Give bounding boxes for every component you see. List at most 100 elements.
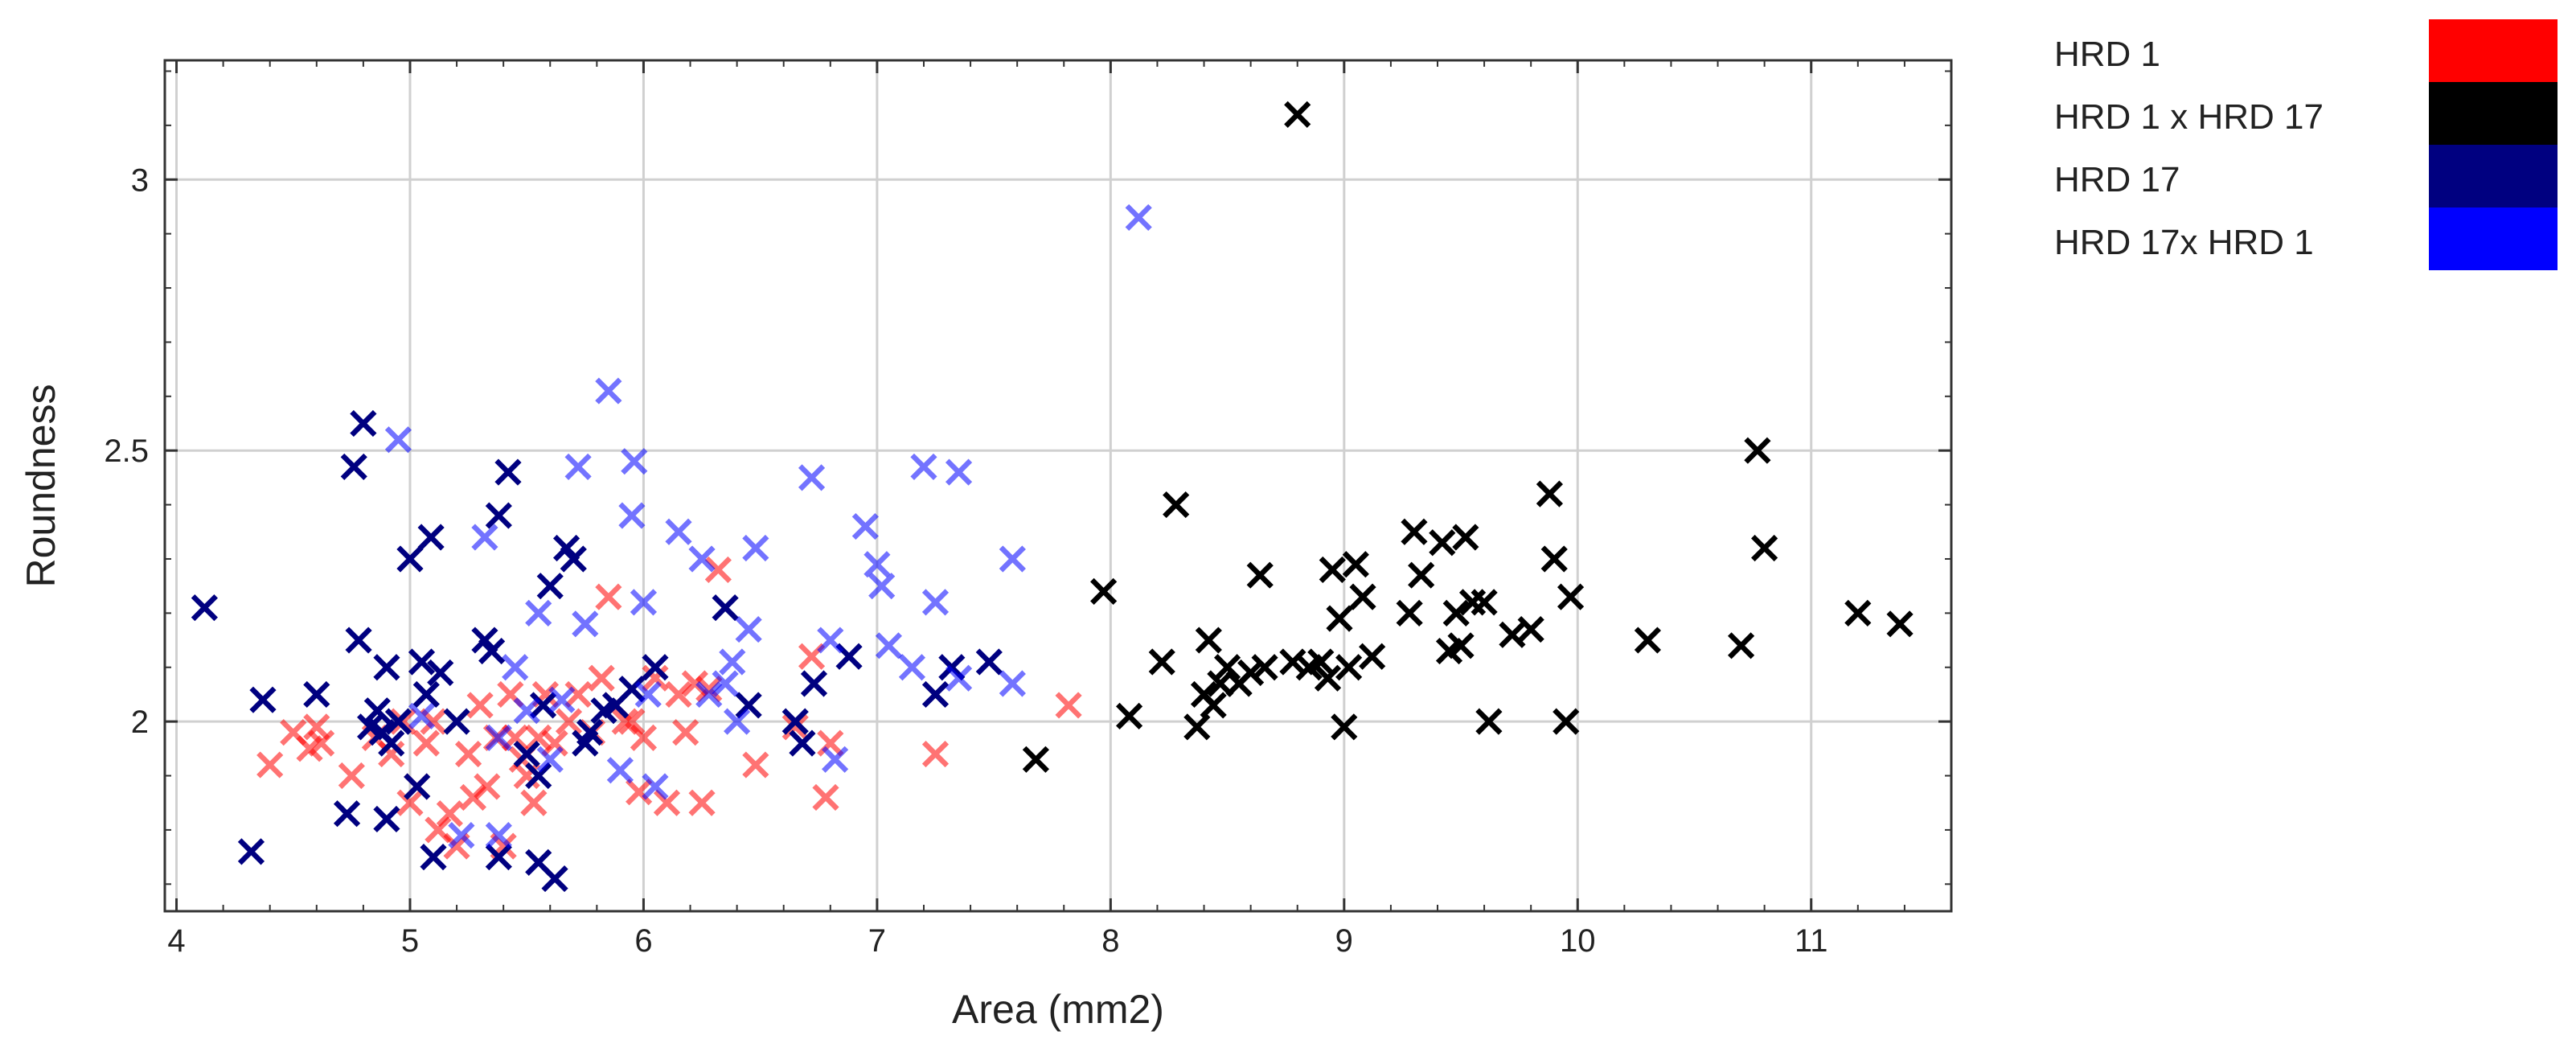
data-point — [1213, 654, 1241, 681]
data-point — [389, 708, 416, 735]
data-point — [634, 680, 662, 709]
data-point — [466, 692, 494, 719]
data-point — [1335, 654, 1363, 681]
data-point — [417, 524, 445, 551]
data-point — [1886, 610, 1914, 638]
data-point — [945, 664, 973, 692]
data-point — [1517, 615, 1544, 643]
data-point — [665, 680, 692, 709]
data-point — [485, 844, 512, 871]
data-point — [800, 670, 828, 697]
y-tick-label: 2 — [131, 705, 149, 740]
legend-swatch — [2429, 82, 2558, 145]
data-point — [564, 453, 592, 481]
data-point — [1295, 654, 1323, 681]
data-point — [303, 680, 330, 709]
data-point — [1125, 203, 1152, 232]
data-point — [1251, 654, 1278, 681]
data-point — [999, 670, 1026, 697]
data-point — [1246, 561, 1274, 589]
data-point — [1744, 437, 1771, 464]
data-points — [191, 101, 1914, 893]
data-point — [404, 773, 431, 800]
data-point — [1401, 518, 1428, 545]
series-2 — [1022, 101, 1914, 773]
data-point — [1499, 621, 1526, 648]
data-point — [1452, 524, 1479, 551]
data-point — [712, 670, 739, 697]
data-point — [485, 502, 512, 529]
x-axis-title: Area (mm2) — [952, 987, 1164, 1032]
legend-label: HRD 17 — [2054, 160, 2180, 199]
data-point — [420, 708, 447, 735]
data-point — [576, 719, 604, 746]
data-point — [642, 773, 669, 800]
data-point — [396, 789, 424, 816]
data-point — [454, 740, 482, 768]
data-point — [412, 729, 440, 757]
data-point — [384, 708, 412, 735]
data-point — [560, 545, 587, 573]
data-point — [1447, 632, 1475, 659]
series-3 — [191, 409, 1003, 893]
data-point — [695, 680, 723, 709]
x-tick-label: 8 — [1101, 923, 1119, 959]
y-tick-label: 2.5 — [104, 433, 149, 469]
data-point — [471, 524, 498, 551]
data-point — [875, 632, 903, 659]
data-point — [822, 746, 849, 773]
x-tick-label: 9 — [1335, 923, 1353, 959]
data-point — [1284, 101, 1311, 128]
data-point — [688, 789, 716, 816]
data-point — [296, 735, 323, 762]
data-point — [427, 659, 454, 687]
data-point — [485, 724, 512, 751]
data-point — [704, 556, 732, 584]
legend-label: HRD 1 — [2054, 35, 2160, 74]
data-point — [1148, 648, 1175, 676]
data-point — [350, 409, 377, 438]
data-point — [408, 702, 436, 729]
plot-frame — [163, 59, 1953, 913]
data-point — [1207, 670, 1234, 697]
data-point — [333, 800, 361, 828]
data-point — [1435, 637, 1463, 665]
data-point — [975, 648, 1003, 676]
data-point — [408, 648, 436, 676]
data-point — [474, 773, 501, 800]
x-tick-label: 11 — [1795, 923, 1828, 959]
data-point — [357, 713, 384, 741]
data-point — [1331, 713, 1358, 741]
data-point — [1314, 664, 1342, 692]
data-point — [665, 518, 692, 545]
data-point — [724, 708, 751, 735]
data-point — [1844, 599, 1872, 627]
data-point — [742, 751, 769, 779]
data-point — [898, 654, 926, 681]
data-point — [548, 686, 576, 713]
gridlines — [165, 60, 1951, 911]
x-tick-label: 6 — [634, 923, 652, 959]
data-point — [1751, 534, 1778, 562]
data-point — [938, 654, 966, 681]
data-point — [1115, 702, 1143, 729]
data-point — [921, 589, 950, 616]
data-point — [494, 458, 522, 486]
data-point — [812, 783, 839, 811]
data-point — [191, 594, 218, 622]
data-point — [630, 589, 658, 616]
data-point — [1442, 599, 1470, 627]
data-point — [712, 594, 739, 622]
data-point — [1359, 643, 1386, 670]
data-point — [1022, 746, 1050, 773]
data-point — [572, 610, 599, 638]
data-point — [1342, 551, 1369, 578]
data-point — [621, 448, 648, 475]
data-point — [653, 789, 681, 816]
data-point — [552, 534, 580, 562]
data-point — [817, 627, 844, 654]
y-axis-title: Roundness — [18, 384, 64, 588]
data-point — [308, 729, 335, 757]
data-point — [256, 751, 284, 779]
